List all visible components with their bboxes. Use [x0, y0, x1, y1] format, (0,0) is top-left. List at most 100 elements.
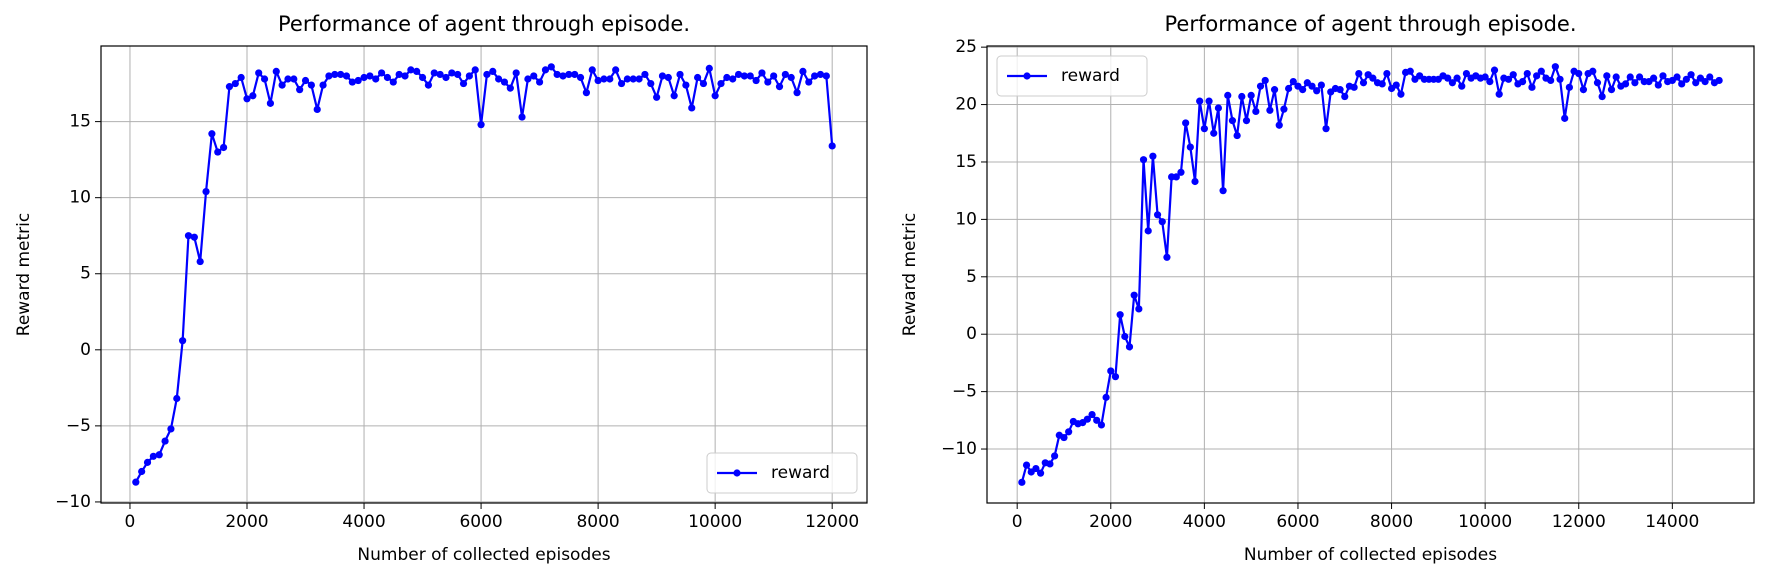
x-tick-label: 10000 — [1458, 512, 1512, 532]
point — [752, 76, 760, 85]
point — [214, 148, 222, 156]
point — [1266, 106, 1274, 114]
point — [1392, 81, 1400, 89]
point — [1383, 69, 1391, 78]
point — [1528, 83, 1536, 91]
x-axis-label: Number of collected episodes — [1244, 545, 1497, 565]
point — [658, 72, 667, 80]
y-tick-label: −10 — [941, 439, 977, 459]
point — [1612, 73, 1620, 81]
legend-box — [706, 452, 858, 494]
point — [1444, 74, 1452, 82]
point — [155, 451, 163, 459]
point — [354, 76, 362, 85]
point — [682, 81, 690, 89]
point — [266, 99, 275, 107]
point — [811, 72, 819, 80]
y-tick-label: 5 — [80, 264, 91, 284]
point — [670, 92, 678, 100]
point — [1486, 77, 1494, 86]
x-tick-label: 6000 — [459, 512, 502, 532]
point — [1462, 69, 1471, 78]
point — [1650, 74, 1658, 82]
point — [1313, 87, 1321, 95]
point — [1219, 187, 1227, 195]
point — [793, 89, 801, 97]
point — [1635, 73, 1644, 81]
point — [1565, 83, 1573, 91]
point — [430, 69, 438, 77]
point — [547, 63, 555, 71]
point — [635, 75, 643, 83]
point — [383, 73, 392, 82]
point — [1448, 79, 1456, 87]
point — [1205, 97, 1213, 105]
chart-title: Performance of agent through episode. — [1165, 12, 1577, 36]
legend-box — [996, 55, 1148, 97]
point — [138, 467, 146, 476]
point — [688, 104, 696, 112]
point — [190, 233, 198, 241]
point — [693, 73, 702, 82]
point — [1561, 114, 1569, 122]
point — [1537, 67, 1545, 75]
x-tick-label: 6000 — [1276, 512, 1319, 532]
point — [1270, 86, 1279, 94]
x-tick-label: 10000 — [688, 512, 742, 532]
point — [1144, 227, 1152, 235]
point — [331, 70, 339, 79]
point — [377, 69, 386, 77]
point — [448, 69, 456, 77]
point — [734, 70, 743, 79]
point — [1149, 152, 1157, 160]
point — [1177, 168, 1185, 176]
point — [184, 232, 193, 240]
point — [1322, 125, 1330, 133]
point — [541, 66, 550, 74]
point — [705, 64, 713, 72]
point — [1200, 125, 1208, 133]
point — [1547, 76, 1555, 85]
point — [775, 83, 784, 91]
point — [746, 72, 754, 80]
point — [1242, 117, 1251, 125]
point — [477, 121, 485, 129]
point — [805, 78, 813, 86]
point — [225, 83, 234, 91]
point — [1397, 90, 1405, 98]
x-tick-label: 14000 — [1645, 512, 1699, 532]
point — [641, 70, 649, 79]
y-tick-label: −10 — [55, 492, 91, 512]
y-tick-label: 25 — [955, 37, 977, 57]
point — [1659, 72, 1667, 80]
point — [290, 75, 298, 83]
point — [1032, 464, 1040, 473]
point — [296, 86, 304, 94]
legend-marker — [733, 469, 741, 477]
point — [319, 81, 327, 89]
y-tick-label: 10 — [69, 188, 91, 208]
point — [1509, 71, 1517, 79]
point — [1186, 143, 1194, 151]
point — [454, 70, 462, 79]
x-tick-label: 4000 — [342, 512, 385, 532]
axes-frame — [100, 45, 868, 504]
point — [588, 66, 596, 74]
point — [1036, 469, 1045, 477]
point — [1341, 92, 1349, 101]
point — [1210, 129, 1218, 137]
point — [260, 75, 269, 83]
point — [1359, 79, 1368, 87]
point — [770, 72, 778, 80]
point — [313, 105, 321, 114]
point — [1252, 107, 1260, 116]
point — [1125, 343, 1134, 351]
x-tick-label: 8000 — [1370, 512, 1413, 532]
point — [272, 67, 280, 76]
point — [1533, 72, 1541, 80]
point — [471, 66, 479, 74]
point — [553, 70, 561, 79]
y-tick-label: 0 — [966, 324, 977, 344]
